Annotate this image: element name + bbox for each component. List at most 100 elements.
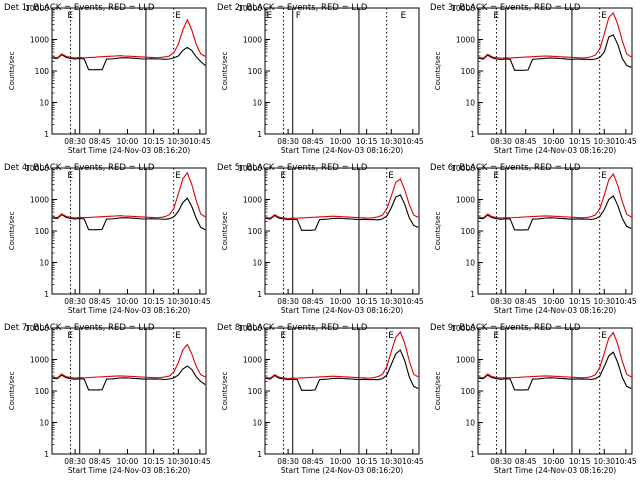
series-line-lld bbox=[52, 343, 206, 379]
plot-frame bbox=[51, 327, 207, 455]
y-tick-label: 10000 bbox=[25, 4, 49, 13]
y-tick-label: 10000 bbox=[238, 164, 262, 173]
y-tick-label: 1 bbox=[44, 290, 49, 299]
x-tick-label: 10:30 bbox=[593, 137, 615, 146]
flag-mark: E bbox=[401, 11, 407, 21]
plot-frame bbox=[477, 7, 633, 135]
chart-svg-9: Det 9r BLACK = Events, RED = LLD11010010… bbox=[430, 323, 637, 475]
y-tick-label: 1000 bbox=[30, 356, 49, 365]
flag-mark: E bbox=[175, 11, 181, 21]
x-tick-label: 10:00 bbox=[543, 457, 565, 466]
plot-frame bbox=[477, 327, 633, 455]
x-tick-label: 10:45 bbox=[402, 297, 424, 306]
series-line-lld bbox=[265, 330, 419, 380]
y-axis-label: Counts/sec bbox=[434, 372, 442, 411]
chart-svg-2: Det 2r BLACK = Events, RED = LLD11010010… bbox=[217, 3, 424, 155]
x-tick-label: 10:15 bbox=[569, 137, 591, 146]
y-tick-label: 10 bbox=[252, 419, 262, 428]
x-tick-label: 10:45 bbox=[402, 457, 424, 466]
chart-svg-6: Det 6r BLACK = Events, RED = LLD11010010… bbox=[430, 163, 637, 315]
y-tick-label: 10000 bbox=[451, 4, 475, 13]
x-axis-label: Start Time (24-Nov-03 08:16:20) bbox=[494, 146, 616, 155]
flag-mark: E bbox=[493, 11, 499, 21]
chart-svg-7: Det 7r BLACK = Events, RED = LLD11010010… bbox=[4, 323, 211, 475]
x-tick-label: 08:30 bbox=[64, 457, 86, 466]
x-tick-label: 08:45 bbox=[89, 297, 111, 306]
x-tick-label: 08:30 bbox=[64, 297, 86, 306]
x-tick-label: 10:15 bbox=[356, 137, 378, 146]
y-axis-label: Counts/sec bbox=[8, 212, 16, 251]
y-tick-label: 1 bbox=[257, 450, 262, 459]
y-tick-label: 1000 bbox=[456, 356, 475, 365]
x-tick-label: 08:45 bbox=[515, 137, 537, 146]
chart-svg-1: Det 1r BLACK = Events, RED = LLD11010010… bbox=[4, 3, 211, 155]
series-line-lld bbox=[478, 331, 632, 379]
flag-mark: E bbox=[601, 11, 607, 21]
y-tick-label: 10000 bbox=[451, 164, 475, 173]
series-line-lld bbox=[265, 178, 419, 220]
flag-mark: E bbox=[175, 331, 181, 341]
x-tick-label: 10:30 bbox=[167, 297, 189, 306]
series-line-lld bbox=[478, 11, 632, 59]
flag-mark: E bbox=[67, 331, 73, 341]
x-tick-label: 08:45 bbox=[302, 457, 324, 466]
flag-mark: E bbox=[67, 171, 73, 181]
x-tick-label: 10:45 bbox=[615, 137, 637, 146]
x-tick-label: 08:45 bbox=[302, 297, 324, 306]
series-line-lld bbox=[52, 18, 206, 59]
x-axis-label: Start Time (24-Nov-03 08:16:20) bbox=[281, 466, 403, 475]
y-tick-label: 1 bbox=[257, 130, 262, 139]
x-tick-label: 10:45 bbox=[189, 137, 211, 146]
flag-mark: E bbox=[267, 11, 273, 21]
x-tick-label: 08:45 bbox=[515, 297, 537, 306]
x-tick-label: 08:30 bbox=[490, 297, 512, 306]
x-tick-label: 08:30 bbox=[277, 137, 299, 146]
y-tick-label: 10000 bbox=[25, 164, 49, 173]
x-axis-label: Start Time (24-Nov-03 08:16:20) bbox=[494, 306, 616, 315]
y-tick-label: 10 bbox=[252, 99, 262, 108]
detector-panel-7: Det 7r BLACK = Events, RED = LLD 1 10 100 10… bbox=[0, 320, 213, 480]
y-tick-label: 1000 bbox=[243, 36, 262, 45]
x-axis-label: Start Time (24-Nov-03 08:16:20) bbox=[68, 306, 190, 315]
chart-svg-8: Det 8r BLACK = Events, RED = LLD11010010… bbox=[217, 323, 424, 475]
x-tick-label: 08:30 bbox=[64, 137, 86, 146]
flag-mark: E bbox=[601, 171, 607, 181]
detector-panel-9: Det 9r BLACK = Events, RED = LLD 1 10 100 10… bbox=[426, 320, 640, 480]
detector-panel-3: Det 3r BLACK = Events, RED = LLD 1 10 100 10… bbox=[426, 0, 640, 160]
x-axis-label: Start Time (24-Nov-03 08:16:20) bbox=[68, 466, 190, 475]
chart-svg-3: Det 3r BLACK = Events, RED = LLD11010010… bbox=[430, 3, 637, 155]
x-tick-label: 10:30 bbox=[167, 457, 189, 466]
y-tick-label: 10000 bbox=[25, 324, 49, 333]
x-tick-label: 08:30 bbox=[277, 297, 299, 306]
y-tick-label: 1000 bbox=[243, 356, 262, 365]
detector-panel-6: Det 6r BLACK = Events, RED = LLD 1 10 100 10… bbox=[426, 160, 640, 320]
flag-mark: E bbox=[280, 171, 286, 181]
y-tick-label: 1000 bbox=[30, 36, 49, 45]
x-tick-label: 08:45 bbox=[89, 137, 111, 146]
plot-frame bbox=[51, 7, 207, 135]
x-tick-label: 10:15 bbox=[356, 457, 378, 466]
x-tick-label: 10:45 bbox=[615, 297, 637, 306]
plot-frame bbox=[51, 167, 207, 295]
x-tick-label: 08:45 bbox=[89, 457, 111, 466]
y-tick-label: 100 bbox=[35, 67, 50, 76]
x-tick-label: 08:45 bbox=[515, 457, 537, 466]
y-axis-label: Counts/sec bbox=[221, 212, 229, 251]
x-tick-label: 10:00 bbox=[117, 457, 139, 466]
series-line-events bbox=[52, 197, 206, 231]
x-tick-label: 10:00 bbox=[330, 457, 352, 466]
flag-mark: E bbox=[280, 331, 286, 341]
x-tick-label: 10:45 bbox=[189, 457, 211, 466]
x-tick-label: 10:30 bbox=[167, 137, 189, 146]
y-tick-label: 1 bbox=[470, 130, 475, 139]
x-tick-label: 10:30 bbox=[380, 297, 402, 306]
y-tick-label: 1000 bbox=[243, 196, 262, 205]
y-tick-label: 100 bbox=[248, 387, 263, 396]
plot-frame bbox=[477, 167, 633, 295]
y-tick-label: 1 bbox=[44, 130, 49, 139]
series-line-events bbox=[478, 195, 632, 231]
x-tick-label: 10:00 bbox=[330, 137, 352, 146]
y-tick-label: 1 bbox=[44, 450, 49, 459]
x-tick-label: 08:30 bbox=[490, 137, 512, 146]
